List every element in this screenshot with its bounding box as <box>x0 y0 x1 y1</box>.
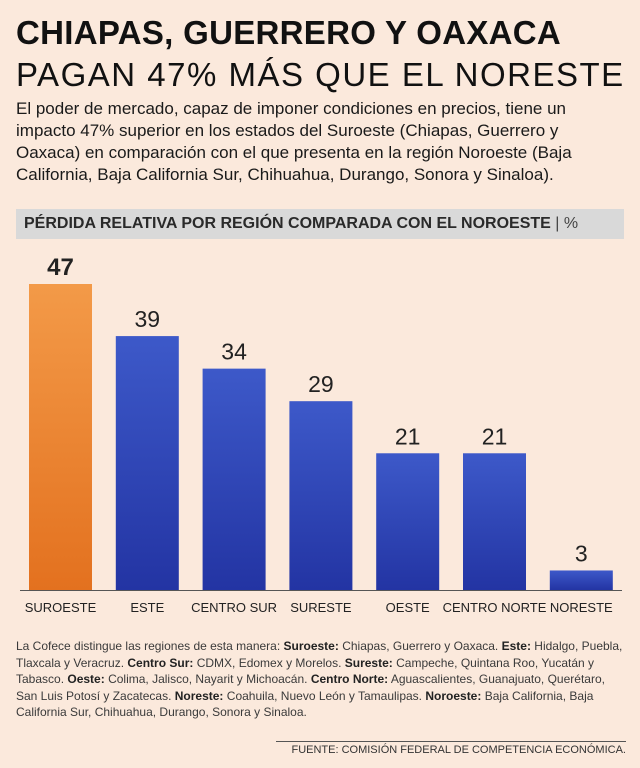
notes-region-name: Centro Norte: <box>310 672 389 686</box>
bar-chart: 47 SUROESTE 39 ESTE 34 CENTRO SUR 29 SURESTE 21 O… <box>20 254 622 615</box>
source-note: FUENTE: COMISIÓN FEDERAL DE COMPETENCIA … <box>276 741 626 756</box>
notes-region-name: Sureste: <box>344 655 393 670</box>
category-label: SUROESTE <box>25 600 97 615</box>
bar-value-label: 3 <box>575 540 588 566</box>
notes-region-name: Oeste: <box>67 672 105 686</box>
intro-paragraph: El poder de mercado, capaz de imponer co… <box>16 99 572 184</box>
region-notes: La Cofece distingue las regiones de esta… <box>16 638 626 721</box>
notes-region-states: Chiapas, Guerrero y Oaxaca. <box>338 639 502 653</box>
title-line-1: CHIAPAS, GUERRERO Y OAXACA <box>16 14 562 51</box>
category-label: CENTRO NORTE <box>443 600 547 615</box>
notes-region-states: Hidalgo, Puebla, Tlaxcala y Veracruz. <box>16 639 623 670</box>
notes-region-states: Coahuila, Nuevo León y Tamaulipas. <box>223 688 426 703</box>
notes-region-states: Colima, Jalisco, Nayarit y Michoacán. <box>104 672 311 686</box>
chart-subtitle-label: PÉRDIDA RELATIVA POR REGIÓN COMPARADA CO… <box>24 215 551 232</box>
bar-noreste <box>549 570 613 590</box>
category-label: ESTE <box>130 600 164 615</box>
chart-subtitle: PÉRDIDA RELATIVA POR REGIÓN COMPARADA CO… <box>24 215 578 233</box>
notes-region-name: Suroeste: <box>283 639 339 653</box>
bar-sureste <box>289 401 353 590</box>
bar-oeste <box>376 453 440 590</box>
notes-region-states: Campeche, Quintana Roo, Yucatán y Tabasc… <box>16 655 595 687</box>
bar-value-label: 21 <box>482 423 508 449</box>
notes-region-states: CDMX, Edomex y Morelos. <box>193 655 345 670</box>
notes-region-name: Noreste: <box>174 688 224 703</box>
category-label: CENTRO SUR <box>191 600 277 615</box>
bar-value-label: 39 <box>135 306 161 332</box>
notes-intro: La Cofece distingue las regiones de esta… <box>16 639 284 653</box>
bar-value-label: 47 <box>47 254 74 281</box>
bar-centro-norte <box>463 453 526 590</box>
bar-value-label: 21 <box>395 423 421 449</box>
notes-region-name: Noroeste: <box>425 688 482 703</box>
bar-value-label: 29 <box>308 371 334 397</box>
notes-region-name: Centro Sur: <box>127 655 194 670</box>
chart-subtitle-unit: | % <box>550 215 579 232</box>
notes-regions: Suroeste: Chiapas, Guerrero y Oaxaca. Es… <box>16 639 622 719</box>
bar-centro-sur <box>202 368 266 590</box>
title-line-2: PAGAN 47% MÁS QUE EL NORESTE <box>16 56 625 93</box>
notes-region-states: Baja California, Baja California Sur, Ch… <box>16 688 594 720</box>
bar-value-label: 34 <box>221 339 247 365</box>
notes-region-name: Este: <box>501 639 531 653</box>
category-label: NORESTE <box>550 600 613 615</box>
bar-suroeste <box>29 284 92 590</box>
category-label: OESTE <box>386 600 430 615</box>
bar-este <box>115 336 179 590</box>
category-label: SURESTE <box>290 600 352 615</box>
chart-subtitle-bar: PÉRDIDA RELATIVA POR REGIÓN COMPARADA CO… <box>16 209 624 239</box>
notes-region-states: Aguascalientes, Guanajuato, Querétaro, S… <box>16 672 605 703</box>
